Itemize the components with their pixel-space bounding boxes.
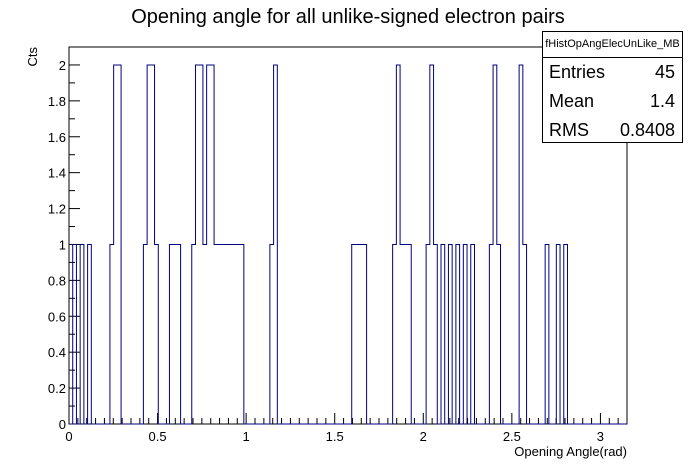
stats-row-rms: RMS 0.8408	[543, 116, 682, 145]
y-tick-label: 0	[59, 417, 66, 432]
x-tick-label: 3	[597, 429, 604, 444]
y-axis-label: Cts	[25, 47, 40, 67]
stats-mean-label: Mean	[549, 91, 595, 111]
x-tick-label: 1.5	[326, 429, 344, 444]
chart-title: Opening angle for all unlike-signed elec…	[131, 6, 565, 28]
stats-histogram-name: fHistOpAngElecUnLike_MB	[543, 32, 682, 58]
y-tick-label: 1.8	[48, 94, 66, 109]
x-tick-label: 0	[65, 429, 72, 444]
y-tick-label: 1	[59, 237, 66, 252]
histogram-outline	[69, 64, 627, 425]
stats-rms-value: 0.8408	[619, 120, 675, 140]
y-tick-label: 0.2	[48, 381, 66, 396]
y-tick-label: 2	[59, 58, 66, 73]
x-tick-label: 2.5	[503, 429, 521, 444]
x-axis-label: Opening Angle(rad)	[514, 444, 627, 459]
y-tick-label: 1.4	[48, 166, 66, 181]
stats-mean-value: 1.4	[649, 91, 675, 111]
y-tick-label: 0.4	[48, 345, 66, 360]
y-axis: 0 0.2 0.4 0.6 0.8 1 1.2 1.4 1.6 1.8 2	[48, 46, 80, 432]
stats-entries-value: 45	[654, 62, 675, 82]
x-tick-label: 0.5	[149, 429, 167, 444]
x-tick-label: 1	[243, 429, 250, 444]
y-tick-label: 1.2	[48, 202, 66, 217]
y-tick-label: 1.6	[48, 130, 66, 145]
x-axis: 0 0.5 1 1.5 2 2.5 3	[65, 413, 628, 444]
y-tick-label: 0.6	[48, 309, 66, 324]
stats-row-mean: Mean 1.4	[543, 87, 682, 116]
y-tick-label: 0.8	[48, 273, 66, 288]
x-tick-label: 2	[420, 429, 427, 444]
stats-rms-label: RMS	[549, 120, 589, 140]
stats-entries-label: Entries	[549, 62, 606, 82]
stats-box: fHistOpAngElecUnLike_MB Entries 45 Mean …	[542, 31, 683, 143]
stats-row-entries: Entries 45	[543, 58, 682, 87]
